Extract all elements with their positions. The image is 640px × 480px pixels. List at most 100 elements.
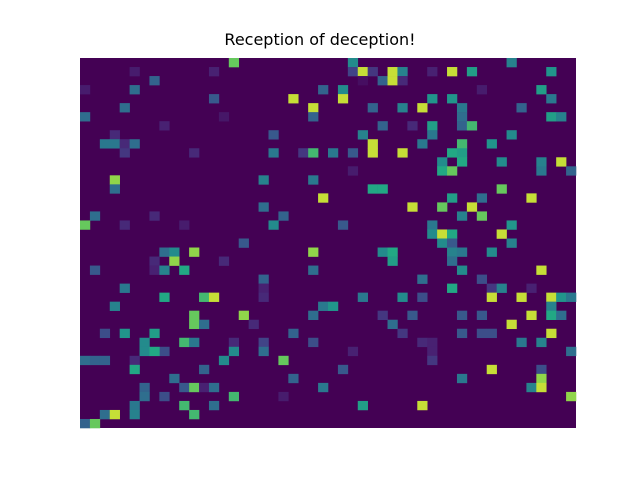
- heatmap-cell: [437, 229, 448, 239]
- heatmap-cell: [526, 193, 537, 203]
- heatmap-cell: [427, 94, 438, 104]
- heatmap-cell: [149, 76, 160, 86]
- heatmap-cell: [189, 247, 200, 257]
- heatmap-cell: [566, 166, 577, 176]
- heatmap-cell: [566, 391, 577, 402]
- heatmap-cell: [546, 292, 557, 302]
- heatmap-cell: [367, 103, 378, 113]
- heatmap-cell: [80, 220, 91, 230]
- heatmap-cell: [357, 76, 368, 86]
- heatmap-cell: [397, 67, 408, 77]
- heatmap-cell: [397, 76, 408, 86]
- heatmap-cell: [119, 148, 130, 158]
- heatmap-cell: [99, 409, 111, 420]
- heatmap-cell: [427, 121, 438, 131]
- heatmap-cell: [447, 166, 458, 176]
- heatmap-cell: [506, 58, 517, 68]
- heatmap-cell: [456, 247, 468, 257]
- heatmap-cell: [337, 364, 349, 375]
- heatmap-cell: [357, 67, 368, 77]
- heatmap-cell: [328, 148, 339, 158]
- heatmap-cell: [119, 103, 130, 113]
- heatmap-cell: [308, 337, 319, 348]
- heatmap-cell: [318, 382, 329, 393]
- heatmap-cell: [179, 265, 190, 275]
- heatmap-cell: [308, 310, 319, 320]
- heatmap-cell: [308, 112, 319, 122]
- heatmap-cell: [377, 76, 388, 86]
- heatmap-cell: [347, 166, 359, 176]
- heatmap-cell: [258, 346, 269, 357]
- heatmap-cell: [417, 139, 428, 149]
- heatmap-cell: [318, 193, 329, 203]
- heatmap-cell: [427, 346, 438, 357]
- heatmap-cell: [546, 94, 557, 104]
- heatmap-cell: [99, 355, 111, 366]
- heatmap-cell: [526, 382, 537, 393]
- heatmap-cell: [278, 355, 289, 366]
- heatmap-cell: [258, 337, 269, 348]
- heatmap-cell: [447, 193, 458, 203]
- heatmap-cell: [536, 373, 547, 384]
- heatmap-cell: [387, 319, 398, 330]
- heatmap-cell: [377, 121, 388, 131]
- heatmap-cell: [556, 310, 567, 320]
- heatmap-cell: [129, 67, 140, 77]
- heatmap-cell: [159, 292, 170, 302]
- heatmap-cell: [109, 184, 120, 194]
- heatmap-cell: [99, 328, 111, 339]
- heatmap-cell: [228, 346, 240, 357]
- heatmap-cell: [337, 94, 349, 104]
- heatmap-cell: [179, 400, 190, 411]
- heatmap-cell: [109, 301, 120, 311]
- heatmap-cell: [159, 247, 170, 257]
- heatmap-cell: [486, 139, 497, 149]
- heatmap-cell: [486, 247, 497, 257]
- heatmap-cell: [189, 409, 200, 420]
- heatmap-cell: [288, 94, 299, 104]
- heatmap-cell: [99, 139, 111, 149]
- heatmap-cell: [218, 355, 230, 366]
- heatmap-cell: [447, 247, 458, 257]
- chart-title: Reception of deception!: [224, 30, 416, 49]
- heatmap-cell: [208, 400, 220, 411]
- heatmap-cell: [238, 310, 249, 320]
- heatmap-cell: [506, 130, 517, 140]
- heatmap-cell: [159, 265, 170, 275]
- heatmap-cell: [149, 256, 160, 266]
- heatmap-cell: [129, 364, 140, 375]
- heatmap-cell: [268, 148, 279, 158]
- heatmap-cell: [456, 157, 468, 167]
- heatmap-cell: [208, 382, 220, 393]
- heatmap-cell: [456, 139, 468, 149]
- heatmap-cell: [556, 157, 567, 167]
- heatmap-cell: [417, 292, 428, 302]
- heatmap-cell: [536, 382, 547, 393]
- heatmap-cell: [139, 391, 150, 402]
- heatmap-cell: [89, 265, 101, 275]
- heatmap-cell: [218, 112, 230, 122]
- heatmap-cell: [169, 247, 180, 257]
- heatmap-cell: [536, 265, 547, 275]
- heatmap-cell: [476, 310, 488, 320]
- heatmap-cell: [258, 175, 269, 185]
- heatmap-cell: [109, 130, 120, 140]
- heatmap-cell: [427, 130, 438, 140]
- heatmap-cell: [427, 220, 438, 230]
- heatmap-cell: [258, 283, 269, 293]
- heatmap-cell: [466, 67, 478, 77]
- heatmap-cell: [199, 382, 210, 393]
- heatmap-cell: [447, 283, 458, 293]
- heatmap-cell: [288, 373, 299, 384]
- heatmap-cell: [546, 112, 557, 122]
- heatmap-cell: [208, 94, 220, 104]
- heatmap-cell: [278, 391, 289, 402]
- heatmap-cell: [149, 211, 160, 221]
- heatmap-cell: [337, 85, 349, 95]
- heatmap-cell: [476, 328, 488, 339]
- heatmap-cell: [496, 229, 507, 239]
- heatmap-cell: [179, 382, 190, 393]
- heatmap-cell: [199, 364, 210, 375]
- heatmap-cell: [179, 337, 190, 348]
- heatmap-cell: [109, 175, 120, 185]
